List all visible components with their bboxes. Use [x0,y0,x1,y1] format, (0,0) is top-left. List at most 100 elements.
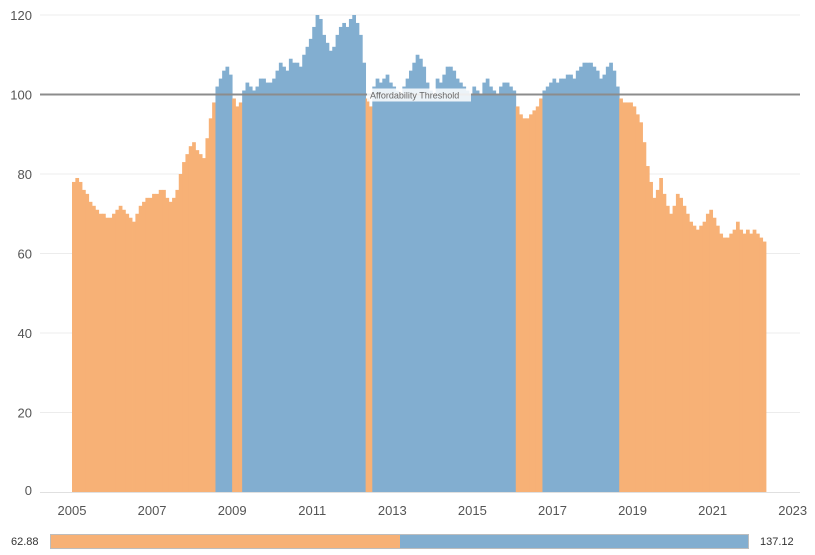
bar [195,150,200,492]
bar [158,189,163,492]
bar [632,106,637,493]
bar [502,82,507,492]
bar [752,229,757,492]
bar [515,106,520,493]
bar [88,201,93,492]
x-tick-label: 2019 [618,503,647,518]
bar [679,197,683,492]
bar [165,197,170,492]
bar [245,82,250,492]
bar [248,86,253,493]
bar [422,66,427,493]
bar [595,70,600,493]
bar [85,193,90,493]
bar [75,177,80,493]
bar [692,225,697,492]
bar [302,54,306,492]
bar [612,70,617,493]
bar [709,209,714,492]
bar [95,209,100,492]
bar [345,26,350,493]
bar [362,62,367,492]
bar [152,193,156,493]
bar [358,34,363,493]
bar [439,82,443,492]
bar [695,229,700,492]
bar [549,82,553,492]
bar [175,189,180,492]
bar [402,86,407,493]
bar [72,181,76,492]
bar [412,62,417,492]
y-tick-label: 40 [18,326,32,341]
bar [745,229,750,492]
color-legend: 62.88 137.12 [0,528,815,555]
bar [602,74,607,493]
bar [408,70,413,493]
chart: Affordability Threshold 020406080100120 … [10,8,807,518]
bar [762,241,767,492]
bar [215,86,220,493]
bar [382,78,387,492]
x-tick-label: 2013 [378,503,407,518]
bar [225,66,230,493]
bar [355,22,360,492]
bar [138,205,143,493]
threshold-label: Affordability Threshold [370,91,459,101]
bar [318,18,323,492]
bar [365,98,370,492]
bar [315,15,320,492]
x-tick-label: 2011 [298,503,326,518]
bar [308,38,313,492]
bar [619,98,623,492]
bar [605,66,610,493]
bar [472,86,477,493]
bar [642,142,647,492]
bar [459,82,463,492]
bar [142,201,146,492]
bar [255,86,260,493]
bar [232,98,236,492]
bar [755,233,760,493]
bar [562,78,567,492]
bar [115,209,120,492]
bar [625,102,630,492]
bar [725,237,730,492]
bar [92,205,96,493]
bar [182,162,186,492]
bar [662,193,667,493]
bar [135,213,140,492]
y-tick-label: 20 [18,406,32,421]
bar [555,82,560,492]
bar [655,189,660,492]
bars [72,15,767,493]
bar [395,90,400,493]
bar [442,74,447,493]
bar [722,237,727,492]
bar [479,94,483,492]
bar [749,233,754,493]
bar [292,62,296,492]
bar [532,110,537,493]
bar [665,205,670,493]
bar [342,22,346,492]
bar [475,90,480,493]
bar [559,78,563,492]
bar [312,26,316,493]
legend-min-label: 62.88 [11,536,39,548]
bar [585,62,590,492]
bar [198,154,203,493]
bar [405,78,410,492]
bar [238,102,243,492]
bar [222,70,226,493]
x-tick-label: 2009 [218,503,247,518]
bar [492,90,497,493]
bar [469,94,473,492]
bar [729,233,734,493]
bar [205,138,210,492]
bar [252,90,256,493]
y-tick-label: 0 [25,483,32,498]
bar [218,78,223,492]
bar [228,74,233,493]
bar [512,90,517,493]
